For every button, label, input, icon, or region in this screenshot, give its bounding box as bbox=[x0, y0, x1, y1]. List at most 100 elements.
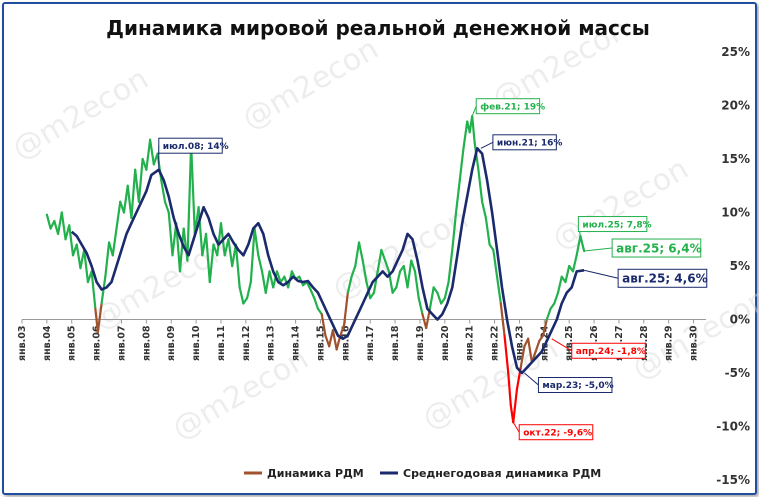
rdm-line-segment bbox=[350, 264, 357, 278]
x-tick-label: янв.18 bbox=[390, 325, 401, 361]
rdm-line-segment bbox=[238, 286, 245, 305]
rdm-line-segment bbox=[197, 206, 204, 257]
rdm-line-segment bbox=[83, 248, 90, 284]
rdm-line-segment bbox=[68, 224, 75, 257]
rdm-line-segment bbox=[115, 200, 122, 230]
rdm-line-segment bbox=[227, 238, 234, 268]
rdm-line-segment bbox=[564, 264, 571, 284]
rdm-line-segment bbox=[137, 157, 144, 203]
x-tick-label: янв.10 bbox=[191, 325, 202, 361]
rdm-line-segment bbox=[428, 286, 435, 310]
annotation-leader bbox=[584, 269, 619, 279]
rdm-line-segment bbox=[163, 200, 170, 214]
rdm-line-segment bbox=[75, 243, 82, 270]
x-tick-label: янв.14 bbox=[291, 325, 302, 361]
rdm-line-segment bbox=[503, 334, 510, 375]
x-tick-label: янв.12 bbox=[241, 326, 252, 362]
rdm-line-segment bbox=[417, 297, 424, 316]
annotation-label: мар.23; -5,0% bbox=[542, 381, 613, 391]
rdm-line-segment bbox=[481, 200, 487, 219]
rdm-line-segment bbox=[361, 259, 368, 284]
rdm-line-segment bbox=[320, 313, 327, 337]
annotation-box bbox=[571, 342, 646, 359]
rdm-line-segment bbox=[413, 270, 420, 300]
legend-label-rdm: Динамика РДМ bbox=[267, 467, 364, 480]
rdm-line-segment bbox=[384, 259, 390, 273]
rdm-line-segment bbox=[257, 254, 264, 273]
annotation-label: апр.24; -1,8% bbox=[576, 347, 646, 357]
rdm-line-segment bbox=[104, 241, 111, 278]
rdm-line-segment bbox=[556, 275, 563, 294]
annotation-leader bbox=[584, 247, 613, 252]
x-tick-label: янв.11 bbox=[216, 326, 227, 362]
rdm-line-segment bbox=[519, 345, 526, 369]
x-tick-label: янв.17 bbox=[365, 326, 376, 362]
rdm-line-segment bbox=[264, 270, 271, 294]
legend-label-avg: Среднегодовая динамика РДМ bbox=[403, 467, 601, 480]
rdm-line-segment bbox=[512, 387, 519, 424]
x-tick-label: янв.15 bbox=[315, 326, 326, 362]
x-tick-label: янв.29 bbox=[664, 326, 675, 362]
annotation-leader bbox=[471, 106, 477, 117]
y-tick-label: -5% bbox=[725, 366, 750, 380]
rdm-line-segment bbox=[45, 213, 52, 230]
rdm-line-segment bbox=[111, 227, 118, 257]
rdm-line-segment bbox=[406, 259, 413, 289]
rdm-line-segment bbox=[178, 227, 185, 273]
x-tick-label: янв.21 bbox=[465, 326, 476, 362]
y-tick-label: 25% bbox=[721, 45, 750, 59]
y-tick-label: 10% bbox=[721, 206, 750, 220]
annotation-leader bbox=[551, 338, 573, 352]
annotation-box bbox=[617, 268, 708, 288]
rdm-line-segment bbox=[346, 275, 353, 294]
watermark-text: @m2econ bbox=[7, 61, 155, 167]
rdm-line-segment bbox=[253, 227, 260, 257]
annotation-leader bbox=[512, 421, 520, 433]
rdm-line-segment bbox=[260, 270, 267, 294]
x-tick-label: янв.09 bbox=[166, 326, 177, 362]
rdm-line-segment bbox=[471, 115, 476, 145]
annotation-label: июн.21; 16% bbox=[497, 139, 563, 149]
y-tick-label: -15% bbox=[716, 473, 750, 487]
y-tick-label: 5% bbox=[730, 259, 750, 273]
x-tick-label: янв.19 bbox=[415, 326, 426, 362]
rdm-line-segment bbox=[305, 280, 312, 291]
rdm-line-segment bbox=[275, 270, 282, 284]
x-tick-label: янв.23 bbox=[514, 326, 525, 362]
y-tick-label: 0% bbox=[730, 313, 750, 327]
annotation-box bbox=[475, 98, 541, 115]
annotation-box bbox=[577, 216, 648, 233]
rdm-line-segment bbox=[339, 323, 346, 337]
x-tick-label: янв.22 bbox=[490, 325, 501, 361]
annotation-leader bbox=[524, 372, 539, 386]
rdm-line-segment bbox=[499, 302, 506, 337]
rdm-line-segment bbox=[268, 270, 275, 289]
y-tick-label: 20% bbox=[721, 99, 750, 113]
rdm-line-segment bbox=[553, 291, 560, 305]
x-tick-label: янв.16 bbox=[340, 325, 351, 361]
rdm-line-segment bbox=[186, 143, 193, 262]
rdm-line-segment bbox=[60, 211, 67, 241]
annotation-box bbox=[611, 238, 702, 258]
rdm-line-segment bbox=[571, 254, 578, 273]
rdm-line-segment bbox=[443, 280, 450, 300]
annotation-layer: июл.08; 14% фев.21; 19% июн.21; 16% июл.25;… bbox=[158, 98, 708, 441]
y-axis: 25% 20% 15% 10% 5% 0% -5% -10% -15% bbox=[716, 45, 750, 487]
rdm-line-segment bbox=[447, 248, 454, 284]
rdm-line-segment bbox=[376, 248, 383, 273]
rdm-line-segment bbox=[579, 234, 586, 253]
annotation-label: июл.25; 7,8% bbox=[582, 220, 651, 230]
rdm-line-segment bbox=[122, 184, 129, 214]
rdm-line-segment bbox=[575, 234, 582, 257]
x-tick-label: янв.04 bbox=[42, 325, 53, 361]
rdm-line-segment bbox=[484, 216, 491, 246]
watermark-text: @m2econ bbox=[237, 31, 385, 137]
rdm-line-segment bbox=[372, 270, 379, 294]
annotation-label: авг.25; 4,6% bbox=[622, 272, 707, 286]
annotation-leader bbox=[480, 141, 494, 149]
x-tick-label: янв.07 bbox=[116, 326, 127, 362]
y-tick-label: -10% bbox=[716, 420, 750, 434]
x-tick-label: янв.06 bbox=[92, 325, 103, 361]
rdm-line-segment bbox=[328, 329, 335, 348]
annotation-box bbox=[537, 377, 613, 393]
